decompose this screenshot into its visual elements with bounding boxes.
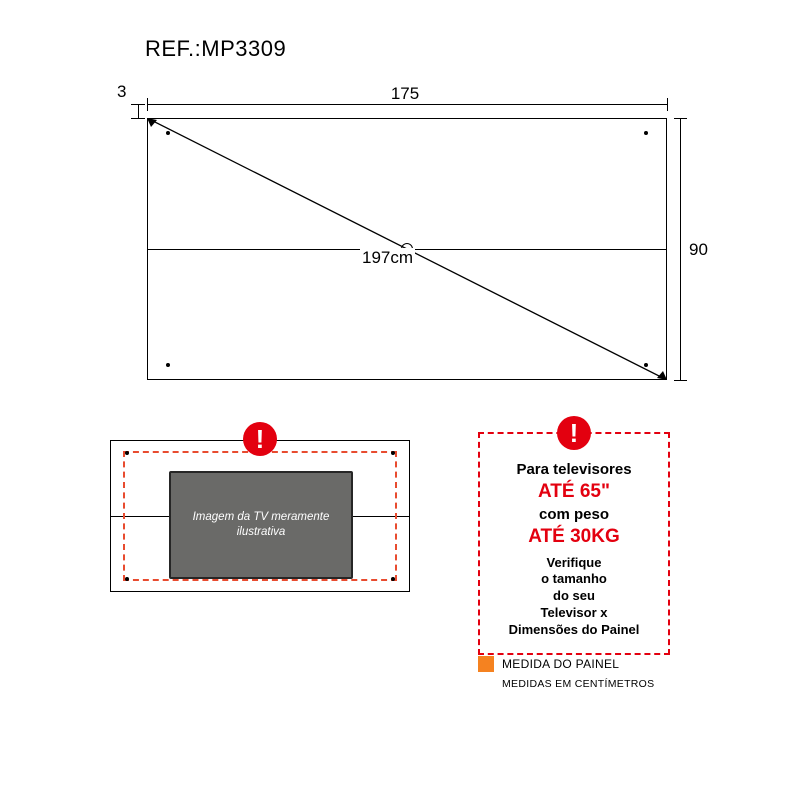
- info-text: do seu: [490, 588, 658, 605]
- mount-hole-dot: [391, 451, 395, 455]
- info-text: Verifique: [490, 554, 658, 572]
- dim-line-top: [147, 104, 667, 105]
- tv-mount-illustration: ! Imagem da TV meramente ilustrativa: [110, 420, 410, 595]
- mount-hole-dot: [125, 577, 129, 581]
- dim-tick: [147, 98, 148, 111]
- info-text: Televisor x: [490, 605, 658, 622]
- info-text: Dimensões do Painel: [490, 622, 658, 639]
- legend-label: MEDIDA DO PAINEL: [502, 657, 619, 671]
- info-text-red: ATÉ 65": [490, 480, 658, 505]
- mount-hole-dot: [166, 131, 170, 135]
- legend-swatch: [478, 656, 494, 672]
- mount-hole-dot: [644, 131, 648, 135]
- warning-icon: !: [557, 416, 591, 450]
- mount-hole-dot: [391, 577, 395, 581]
- dim-width-value: 175: [125, 84, 685, 104]
- tv-spec-warning-box: ! Para televisores ATÉ 65" com peso ATÉ …: [478, 432, 670, 655]
- warning-icon: !: [243, 422, 277, 456]
- info-text: com peso: [490, 505, 658, 525]
- legend: MEDIDA DO PAINEL: [478, 656, 619, 672]
- panel-outline-small: Imagem da TV meramente ilustrativa: [110, 440, 410, 592]
- dim-tick: [674, 118, 687, 119]
- mount-hole-dot: [166, 363, 170, 367]
- tv-placeholder-text: Imagem da TV meramente ilustrativa: [179, 510, 343, 540]
- exclamation-glyph: !: [256, 426, 265, 452]
- dim-diagonal-value: 197cm: [360, 248, 415, 268]
- dim-tick: [674, 380, 687, 381]
- dim-tick: [138, 104, 139, 118]
- dim-tick: [667, 98, 668, 111]
- technical-drawing: 3 175 197cm 90: [125, 90, 685, 385]
- dim-line-right: [680, 118, 681, 380]
- mount-hole-dot: [644, 363, 648, 367]
- dim-tick: [131, 118, 145, 119]
- dim-height-value: 90: [689, 240, 708, 260]
- legend-sublabel: MEDIDAS EM CENTÍMETROS: [502, 678, 654, 690]
- info-text: o tamanho: [490, 571, 658, 588]
- exclamation-glyph: !: [570, 420, 579, 446]
- info-text: Para televisores: [490, 460, 658, 480]
- reference-label: REF.:MP3309: [145, 36, 286, 62]
- tv-placeholder: Imagem da TV meramente ilustrativa: [169, 471, 353, 579]
- info-text-red: ATÉ 30KG: [490, 525, 658, 550]
- mount-hole-dot: [125, 451, 129, 455]
